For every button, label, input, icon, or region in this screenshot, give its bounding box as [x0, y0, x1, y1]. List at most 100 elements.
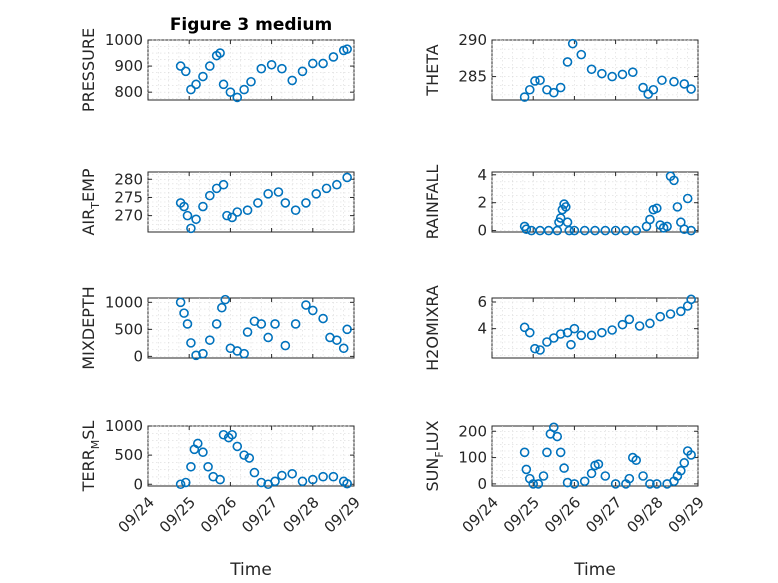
data-point: [679, 458, 690, 468]
data-point: [307, 474, 318, 485]
data-point: [555, 329, 566, 339]
series-air-temp: [175, 172, 352, 234]
data-point: [631, 455, 642, 466]
data-point: [287, 75, 298, 86]
data-point: [669, 175, 679, 186]
data-point: [205, 190, 215, 201]
data-point: [686, 84, 696, 94]
data-point: [186, 338, 196, 348]
data-point: [617, 69, 628, 80]
data-point: [552, 431, 563, 442]
y-tick-label: 290: [458, 31, 487, 49]
data-point: [519, 447, 530, 458]
x-tick-label: 09/25: [156, 493, 199, 536]
data-point: [521, 464, 532, 475]
x-tick-label: 09/27: [582, 493, 625, 536]
y-axis-label: MIXDEPTH: [79, 286, 98, 369]
data-point: [586, 64, 597, 75]
data-point: [655, 311, 666, 322]
data-point: [530, 76, 540, 86]
axes-pressure: 800 900 1000 PRESSURE: [79, 28, 355, 112]
data-point: [242, 205, 253, 215]
data-point: [645, 214, 655, 225]
data-point: [548, 422, 559, 433]
series-h2omixra: [519, 294, 696, 355]
series-mixdepth: [175, 294, 352, 361]
data-point: [175, 61, 186, 71]
data-point: [521, 224, 532, 235]
data-point: [318, 471, 328, 482]
data-point: [232, 207, 243, 217]
data-point: [542, 337, 552, 347]
data-point: [225, 87, 236, 97]
data-point: [179, 201, 189, 212]
series-pressure: [175, 44, 352, 103]
data-point: [555, 447, 566, 458]
data-point: [280, 198, 291, 208]
data-point: [631, 225, 642, 236]
data-point: [676, 465, 686, 476]
data-point: [218, 79, 229, 90]
data-point: [287, 468, 298, 479]
data-point: [301, 300, 311, 310]
data-point: [290, 319, 301, 329]
data-point: [180, 66, 191, 77]
data-point: [569, 479, 580, 489]
series-theta: [519, 38, 696, 102]
data-point: [624, 473, 635, 484]
data-point: [651, 203, 662, 214]
data-point: [524, 84, 535, 95]
data-point: [586, 330, 597, 341]
data-point: [215, 474, 225, 485]
data-point: [562, 327, 573, 338]
data-point: [555, 82, 566, 93]
y-axis-label: AIRTEMP: [79, 168, 102, 235]
plot-area: [147, 171, 355, 233]
data-point: [576, 330, 587, 341]
data-point: [217, 302, 227, 313]
y-tick-label: 500: [114, 320, 143, 338]
data-point: [533, 479, 544, 489]
data-point: [621, 225, 631, 236]
data-point: [542, 447, 552, 458]
data-point: [648, 84, 659, 95]
data-point: [342, 478, 352, 489]
data-point: [607, 325, 617, 335]
data-point: [249, 467, 260, 478]
data-point: [280, 340, 291, 351]
data-point: [686, 450, 696, 460]
data-point: [566, 339, 576, 350]
series-sun-flux: [519, 422, 696, 489]
data-point: [191, 214, 201, 225]
data-point: [590, 225, 600, 236]
data-point: [535, 345, 545, 355]
data-point: [266, 59, 277, 70]
data-point: [192, 438, 203, 449]
x-tick-label: 09/26: [541, 493, 584, 536]
data-point: [651, 479, 662, 489]
data-point: [311, 189, 322, 199]
data-point: [211, 319, 222, 329]
data-point: [567, 38, 578, 49]
data-point: [593, 459, 604, 469]
data-point: [318, 58, 328, 69]
data-point: [548, 333, 559, 343]
figure-title: Figure 3 medium: [170, 15, 332, 35]
data-point: [569, 225, 580, 236]
data-point: [270, 476, 280, 487]
data-point: [524, 327, 535, 338]
y-tick-label: 2: [477, 194, 487, 212]
y-axis-label: H2OMIXRA: [423, 285, 442, 371]
data-point: [686, 294, 696, 305]
data-point: [586, 468, 597, 479]
data-point: [624, 314, 635, 325]
data-point: [186, 84, 196, 95]
data-point: [634, 321, 645, 331]
data-point: [679, 224, 690, 235]
data-point: [182, 210, 193, 221]
data-point: [244, 453, 255, 463]
y-tick-label: 800: [114, 83, 143, 101]
data-point: [535, 75, 545, 86]
